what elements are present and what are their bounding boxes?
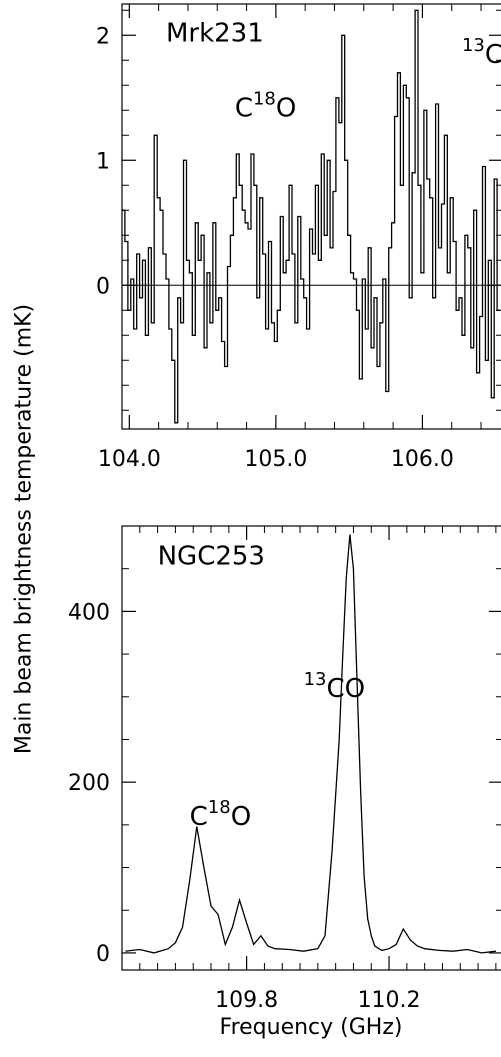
x-tick-label: 104.0 (98, 447, 161, 472)
x-axis-title: Frequency (GHz) (219, 1015, 403, 1040)
annotation-label: Mrk231 (166, 19, 264, 49)
panel-ngc253: 0 200 400 109.8 110.2 NGC253 13CO C18O (68, 525, 501, 1013)
y-tick-label: 1 (96, 149, 110, 174)
y-tick-label: 200 (68, 771, 110, 796)
annotation-label: C18O (190, 797, 252, 832)
annotation-label: NGC253 (158, 541, 265, 571)
spectrum-line-ngc253 (125, 534, 496, 954)
annotation-label: 13CO (462, 35, 501, 70)
y-tick-label: 0 (96, 274, 110, 299)
panel-mrk231: 0 1 2 104.0 105.0 106.0 Mrk231 C18O 13CO (96, 3, 501, 472)
plot-frame (121, 525, 501, 971)
x-tick-label: 109.8 (215, 988, 278, 1013)
spectrum-line-mrk231 (122, 9, 501, 424)
x-tick-label: 105.0 (244, 447, 307, 472)
plot-frame (121, 3, 501, 430)
annotation-label: 13CO (304, 669, 366, 704)
y-tick-label: 400 (68, 600, 110, 625)
y-axis-title: Main beam brightness temperature (mK) (4, 0, 44, 1057)
y-axis-label: Main beam brightness temperature (mK) (11, 303, 37, 754)
x-tick-label: 106.0 (391, 447, 454, 472)
annotation-label: C18O (235, 89, 297, 124)
y-tick-label: 2 (96, 24, 110, 49)
y-tick-label: 0 (96, 942, 110, 967)
x-tick-label: 110.2 (358, 988, 421, 1013)
